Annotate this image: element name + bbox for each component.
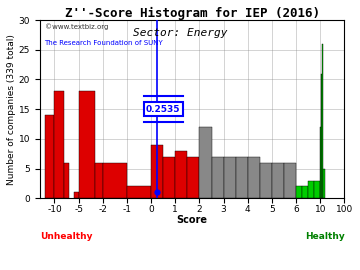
Bar <box>187 157 199 198</box>
Bar <box>308 181 314 198</box>
Y-axis label: Number of companies (339 total): Number of companies (339 total) <box>7 34 16 185</box>
Bar <box>272 163 284 198</box>
Title: Z''-Score Histogram for IEP (2016): Z''-Score Histogram for IEP (2016) <box>65 7 320 20</box>
Bar <box>324 169 325 198</box>
Bar <box>45 115 54 198</box>
Bar <box>103 163 127 198</box>
Text: ©www.textbiz.org: ©www.textbiz.org <box>45 23 108 30</box>
Text: Healthy: Healthy <box>305 232 345 241</box>
Bar <box>127 187 151 198</box>
Bar <box>78 91 95 198</box>
Bar <box>224 157 236 198</box>
Bar <box>260 163 272 198</box>
Text: The Research Foundation of SUNY: The Research Foundation of SUNY <box>45 40 163 46</box>
Text: Unhealthy: Unhealthy <box>40 232 93 241</box>
Bar <box>320 127 321 198</box>
Bar <box>163 157 175 198</box>
Bar <box>212 157 224 198</box>
Bar <box>302 187 308 198</box>
Bar <box>323 44 324 198</box>
Bar <box>248 157 260 198</box>
Bar <box>199 127 212 198</box>
Text: Sector: Energy: Sector: Energy <box>133 28 227 38</box>
Bar <box>321 73 323 198</box>
Bar <box>151 145 163 198</box>
X-axis label: Score: Score <box>177 215 208 225</box>
Bar <box>175 151 187 198</box>
Bar <box>284 163 296 198</box>
Bar <box>54 91 64 198</box>
Bar <box>236 157 248 198</box>
Bar <box>314 181 320 198</box>
Bar <box>64 163 69 198</box>
Bar <box>74 193 78 198</box>
Text: 0.2535: 0.2535 <box>146 105 180 114</box>
Bar <box>95 163 103 198</box>
Bar <box>296 187 302 198</box>
